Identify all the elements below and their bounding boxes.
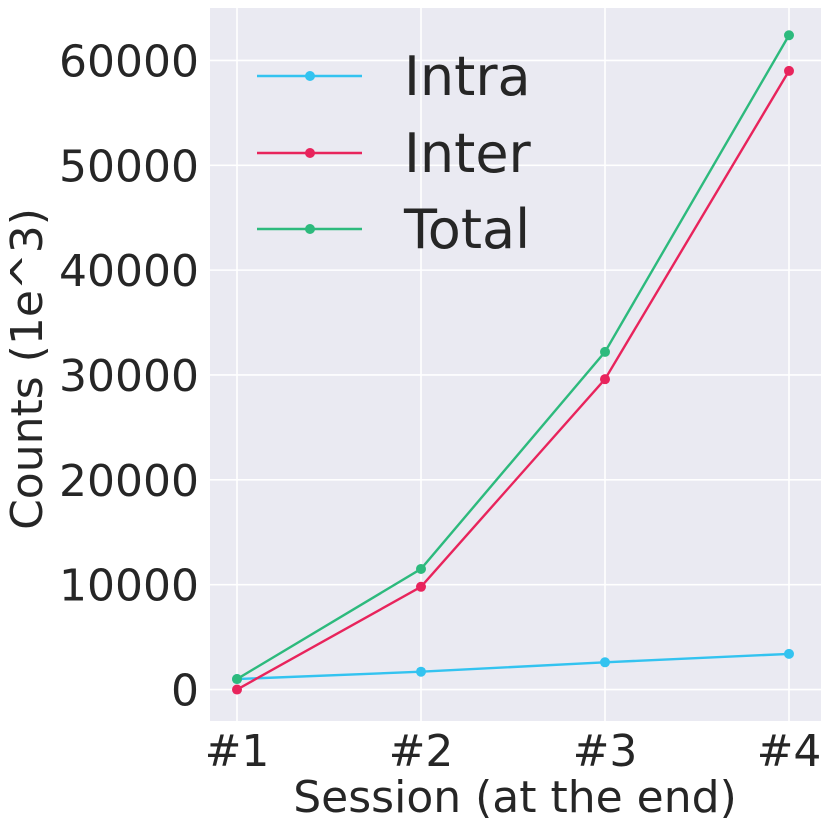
legend-marker-inter: [305, 148, 315, 158]
data-point-intra: [416, 666, 426, 677]
series-line-intra: [236, 652, 790, 681]
data-point-inter: [784, 65, 794, 76]
series-group: [232, 30, 794, 695]
tick-labels: 0 10000 20000 30000 40000 50000 60000 #1 #2 #3 #4: [59, 36, 821, 777]
x-tick-label: #4: [757, 726, 822, 777]
y-axis-label: Counts (1e^3): [2, 208, 53, 530]
legend-marker-intra: [305, 71, 315, 81]
data-point-total: [600, 346, 610, 357]
data-point-inter: [416, 581, 426, 592]
y-tick-label: 50000: [59, 141, 199, 192]
data-point-total: [232, 674, 242, 685]
plot-area: [210, 8, 821, 721]
data-point-inter: [600, 374, 610, 385]
y-tick-label: 20000: [59, 456, 199, 507]
y-tick-label: 60000: [59, 36, 199, 87]
x-axis-label: Session (at the end): [293, 772, 736, 823]
series-line-inter: [236, 70, 791, 691]
legend-label-inter: Inter: [404, 122, 532, 185]
grid-lines: [210, 8, 821, 721]
x-tick-label: #3: [573, 726, 638, 777]
series-line-total: [236, 34, 791, 681]
y-tick-label: 30000: [59, 351, 199, 402]
legend-label-total: Total: [403, 198, 530, 261]
data-point-intra: [784, 648, 794, 659]
legend-marker-total: [305, 224, 315, 234]
data-point-total: [784, 30, 794, 41]
legend-label-intra: Intra: [404, 45, 531, 108]
data-point-inter: [232, 684, 242, 695]
data-point-total: [416, 563, 426, 574]
y-tick-label: 10000: [59, 561, 199, 612]
data-point-intra: [600, 657, 610, 668]
x-tick-label: #2: [389, 726, 454, 777]
y-tick-label: 40000: [59, 246, 199, 297]
legend: Intra Inter Total: [257, 45, 532, 261]
x-tick-label: #1: [205, 726, 270, 777]
y-tick-label: 0: [171, 666, 199, 717]
